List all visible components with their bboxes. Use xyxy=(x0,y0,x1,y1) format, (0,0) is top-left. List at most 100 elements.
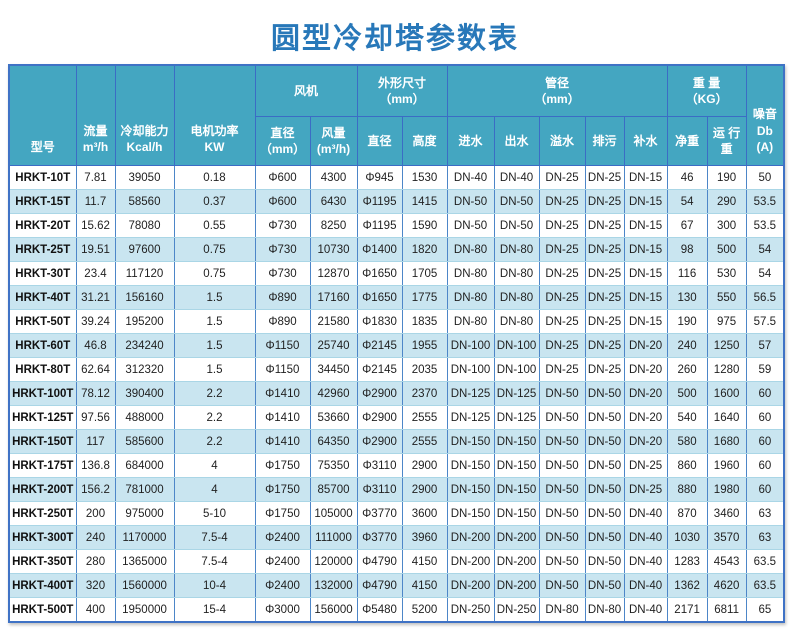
cell-running-weight: 290 xyxy=(706,189,747,214)
header-group-dimensions: 外形尺寸 （mm） xyxy=(356,64,448,117)
cell-pipe-makeup: DN-20 xyxy=(623,333,668,358)
header-pipe-inlet: 进水 xyxy=(446,116,495,166)
cell-noise: 60 xyxy=(745,453,785,478)
cell-model: HRKT-60T xyxy=(8,333,77,358)
cell-fan-airflow: 34450 xyxy=(309,357,358,382)
cell-fan-diameter: Φ1150 xyxy=(254,333,311,358)
cell-running-weight: 300 xyxy=(706,213,747,238)
cell-noise: 56.5 xyxy=(745,285,785,310)
cooling-tower-spec-table: 型号 流量 m³/h 冷却能力 Kcal/h 电机功率 KW 风机 外形尺寸 （… xyxy=(8,64,786,623)
cell-pipe-outlet: DN-40 xyxy=(493,165,540,190)
cell-dim-height: 4150 xyxy=(401,549,448,574)
cell-fan-airflow: 21580 xyxy=(309,309,358,334)
table-row: HRKT-500T 400 1950000 15-4 Φ3000 156000 Φ5480 5… xyxy=(8,597,785,623)
cell-fan-airflow: 12870 xyxy=(309,261,358,286)
cell-running-weight: 3460 xyxy=(706,501,747,526)
cell-motor-power: 4 xyxy=(173,477,256,502)
cell-model: HRKT-500T xyxy=(8,597,77,623)
cell-running-weight: 530 xyxy=(706,261,747,286)
cell-running-weight: 1980 xyxy=(706,477,747,502)
cell-dim-diameter: Φ3770 xyxy=(356,501,403,526)
cell-noise: 59 xyxy=(745,357,785,382)
table-row: HRKT-200T 156.2 781000 4 Φ1750 85700 Φ3110 2900… xyxy=(8,477,785,502)
table-row: HRKT-60T 46.8 234240 1.5 Φ1150 25740 Φ2145 1955… xyxy=(8,333,785,358)
table-row: HRKT-400T 320 1560000 10-4 Φ2400 132000 Φ4790 4… xyxy=(8,573,785,598)
table-row: HRKT-40T 31.21 156160 1.5 Φ890 17160 Φ1650 1775… xyxy=(8,285,785,310)
cell-dim-diameter: Φ3110 xyxy=(356,477,403,502)
cell-pipe-overflow: DN-25 xyxy=(538,237,586,262)
table-row: HRKT-15T 11.7 58560 0.37 Φ600 6430 Φ1195 1415 DN… xyxy=(8,189,785,214)
cell-pipe-overflow: DN-50 xyxy=(538,525,586,550)
cell-pipe-overflow: DN-80 xyxy=(538,597,586,623)
page-title: 圆型冷却塔参数表 xyxy=(270,23,519,55)
cell-noise: 63.5 xyxy=(745,573,785,598)
header-model: 型号 xyxy=(8,64,77,166)
cell-pipe-makeup: DN-15 xyxy=(623,165,668,190)
cell-dim-height: 1590 xyxy=(401,213,448,238)
cell-motor-power: 0.37 xyxy=(173,189,256,214)
cell-flow: 136.8 xyxy=(75,453,116,478)
cell-model: HRKT-80T xyxy=(8,357,77,382)
cell-noise: 63 xyxy=(745,525,785,550)
cell-motor-power: 7.5-4 xyxy=(173,549,256,574)
cell-fan-airflow: 75350 xyxy=(309,453,358,478)
cell-pipe-inlet: DN-200 xyxy=(446,573,495,598)
cell-pipe-makeup: DN-15 xyxy=(623,309,668,334)
cell-pipe-inlet: DN-100 xyxy=(446,333,495,358)
cell-flow: 15.62 xyxy=(75,213,116,238)
cell-model: HRKT-30T xyxy=(8,261,77,286)
cell-dim-diameter: Φ2145 xyxy=(356,357,403,382)
cell-flow: 19.51 xyxy=(75,237,116,262)
cell-dim-diameter: Φ2900 xyxy=(356,405,403,430)
cell-fan-airflow: 111000 xyxy=(309,525,358,550)
cell-dim-diameter: Φ1650 xyxy=(356,261,403,286)
cell-pipe-overflow: DN-25 xyxy=(538,333,586,358)
cell-pipe-outlet: DN-100 xyxy=(493,357,540,382)
cell-noise: 60 xyxy=(745,381,785,406)
cell-dim-diameter: Φ2900 xyxy=(356,429,403,454)
cell-dim-diameter: Φ3770 xyxy=(356,525,403,550)
cell-cooling-capacity: 234240 xyxy=(114,333,175,358)
cell-motor-power: 5-10 xyxy=(173,501,256,526)
cell-noise: 53.5 xyxy=(745,189,785,214)
cell-pipe-outlet: DN-100 xyxy=(493,333,540,358)
cell-dim-height: 3600 xyxy=(401,501,448,526)
cell-net-weight: 1283 xyxy=(666,549,708,574)
cell-fan-diameter: Φ890 xyxy=(254,285,311,310)
cell-dim-diameter: Φ5480 xyxy=(356,597,403,623)
cell-pipe-outlet: DN-50 xyxy=(493,213,540,238)
cell-pipe-outlet: DN-250 xyxy=(493,597,540,623)
cell-pipe-drain: DN-25 xyxy=(584,237,625,262)
cell-pipe-makeup: DN-15 xyxy=(623,189,668,214)
cell-pipe-outlet: DN-125 xyxy=(493,405,540,430)
cell-pipe-inlet: DN-150 xyxy=(446,501,495,526)
cell-running-weight: 1250 xyxy=(706,333,747,358)
cell-net-weight: 190 xyxy=(666,309,708,334)
cell-flow: 156.2 xyxy=(75,477,116,502)
cell-fan-airflow: 17160 xyxy=(309,285,358,310)
cell-fan-airflow: 156000 xyxy=(309,597,358,623)
cell-cooling-capacity: 58560 xyxy=(114,189,175,214)
cell-fan-airflow: 120000 xyxy=(309,549,358,574)
cell-model: HRKT-300T xyxy=(8,525,77,550)
cell-pipe-inlet: DN-50 xyxy=(446,189,495,214)
cell-cooling-capacity: 312320 xyxy=(114,357,175,382)
cell-pipe-drain: DN-50 xyxy=(584,549,625,574)
cell-model: HRKT-15T xyxy=(8,189,77,214)
cell-pipe-inlet: DN-80 xyxy=(446,285,495,310)
cell-cooling-capacity: 390400 xyxy=(114,381,175,406)
cell-net-weight: 1362 xyxy=(666,573,708,598)
cell-pipe-overflow: DN-50 xyxy=(538,453,586,478)
cell-cooling-capacity: 684000 xyxy=(114,453,175,478)
cell-pipe-drain: DN-25 xyxy=(584,333,625,358)
cell-noise: 53.5 xyxy=(745,213,785,238)
cell-flow: 11.7 xyxy=(75,189,116,214)
cell-pipe-overflow: DN-50 xyxy=(538,573,586,598)
table-row: HRKT-125T 97.56 488000 2.2 Φ1410 53660 Φ2900 25… xyxy=(8,405,785,430)
cell-fan-airflow: 64350 xyxy=(309,429,358,454)
cell-cooling-capacity: 975000 xyxy=(114,501,175,526)
cell-pipe-overflow: DN-50 xyxy=(538,477,586,502)
cell-motor-power: 2.2 xyxy=(173,429,256,454)
table-row: HRKT-30T 23.4 117120 0.75 Φ730 12870 Φ1650 1705… xyxy=(8,261,785,286)
cell-cooling-capacity: 39050 xyxy=(114,165,175,190)
